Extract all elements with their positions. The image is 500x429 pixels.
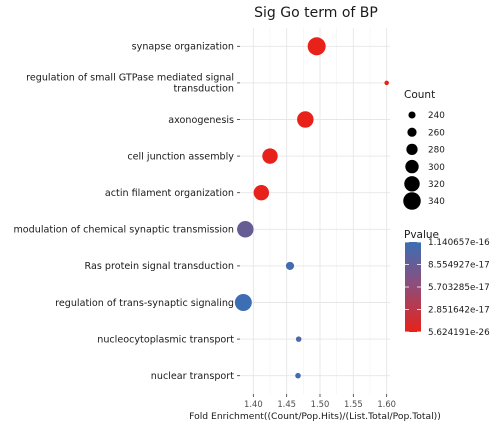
data-point bbox=[307, 37, 326, 56]
data-point bbox=[297, 111, 314, 128]
x-axis: 1.40 1.45 1.50 1.55 1.60 bbox=[244, 394, 396, 409]
data-point bbox=[295, 336, 302, 342]
count-legend-key bbox=[406, 143, 418, 156]
chart-title: Sig Go term of BP bbox=[254, 5, 378, 21]
y-tick-label: axonogenesis bbox=[168, 115, 234, 126]
count-legend-label: 240 bbox=[428, 111, 445, 121]
x-tick-label: 1.45 bbox=[277, 399, 296, 409]
y-tick-label: nuclear transport bbox=[151, 371, 234, 382]
pvalue-legend-label: 8.554927e-17 bbox=[428, 261, 490, 271]
count-legend-label: 260 bbox=[428, 128, 445, 138]
data-point bbox=[234, 294, 252, 311]
x-axis-label: Fold Enrichment((Count/Pop.Hits)/(List.T… bbox=[189, 411, 441, 422]
y-tick-label: synapse organization bbox=[132, 42, 234, 53]
pvalue-legend-label: 1.140657e-16 bbox=[428, 238, 490, 248]
y-axis: synapse organization regulation of small … bbox=[13, 42, 240, 382]
pvalue-legend-label: 5.703285e-17 bbox=[428, 283, 490, 293]
pvalue-legend-label: 2.851642e-17 bbox=[428, 306, 490, 316]
count-legend-key bbox=[404, 176, 420, 192]
x-tick-label: 1.60 bbox=[377, 399, 396, 409]
y-tick-label: nucleocytoplasmic transport bbox=[97, 334, 234, 345]
data-point bbox=[262, 148, 278, 164]
pvalue-legend-label: 5.624191e-26 bbox=[428, 328, 490, 338]
count-legend-label: 340 bbox=[428, 197, 445, 207]
y-tick-label: regulation of trans-synaptic signaling bbox=[55, 298, 234, 309]
y-tick-label: modulation of chemical synaptic transmis… bbox=[13, 225, 234, 236]
y-tick-label: transduction bbox=[174, 84, 235, 95]
y-tick-label: regulation of small GTPase mediated sign… bbox=[26, 73, 234, 84]
data-point bbox=[295, 372, 301, 379]
data-point bbox=[384, 80, 389, 86]
x-tick-label: 1.40 bbox=[244, 399, 263, 409]
count-legend-label: 320 bbox=[428, 180, 445, 190]
count-legend-label: 300 bbox=[428, 163, 445, 173]
data-point bbox=[253, 184, 270, 201]
data-points bbox=[234, 37, 389, 379]
y-tick-label: cell junction assembly bbox=[127, 151, 234, 162]
pvalue-legend: Pvalue 1.140657e-16 8.554927e-17 5.703285e… bbox=[404, 229, 490, 338]
data-point bbox=[285, 261, 295, 270]
x-tick-label: 1.55 bbox=[344, 399, 363, 409]
plot-panel bbox=[240, 28, 390, 394]
count-legend-key bbox=[405, 159, 419, 174]
pvalue-legend-title: Pvalue bbox=[404, 229, 439, 241]
count-legend-key bbox=[407, 127, 417, 137]
count-legend: Count 240 260 280 300 320 340 bbox=[403, 89, 445, 210]
data-point bbox=[237, 221, 254, 238]
count-legend-key bbox=[408, 111, 416, 119]
count-legend-title: Count bbox=[404, 89, 435, 101]
y-tick-label: Ras protein signal transduction bbox=[85, 261, 234, 272]
x-tick-label: 1.50 bbox=[311, 399, 330, 409]
count-legend-label: 280 bbox=[428, 146, 445, 156]
y-tick-label: actin filament organization bbox=[105, 188, 234, 199]
count-legend-key bbox=[403, 192, 421, 210]
